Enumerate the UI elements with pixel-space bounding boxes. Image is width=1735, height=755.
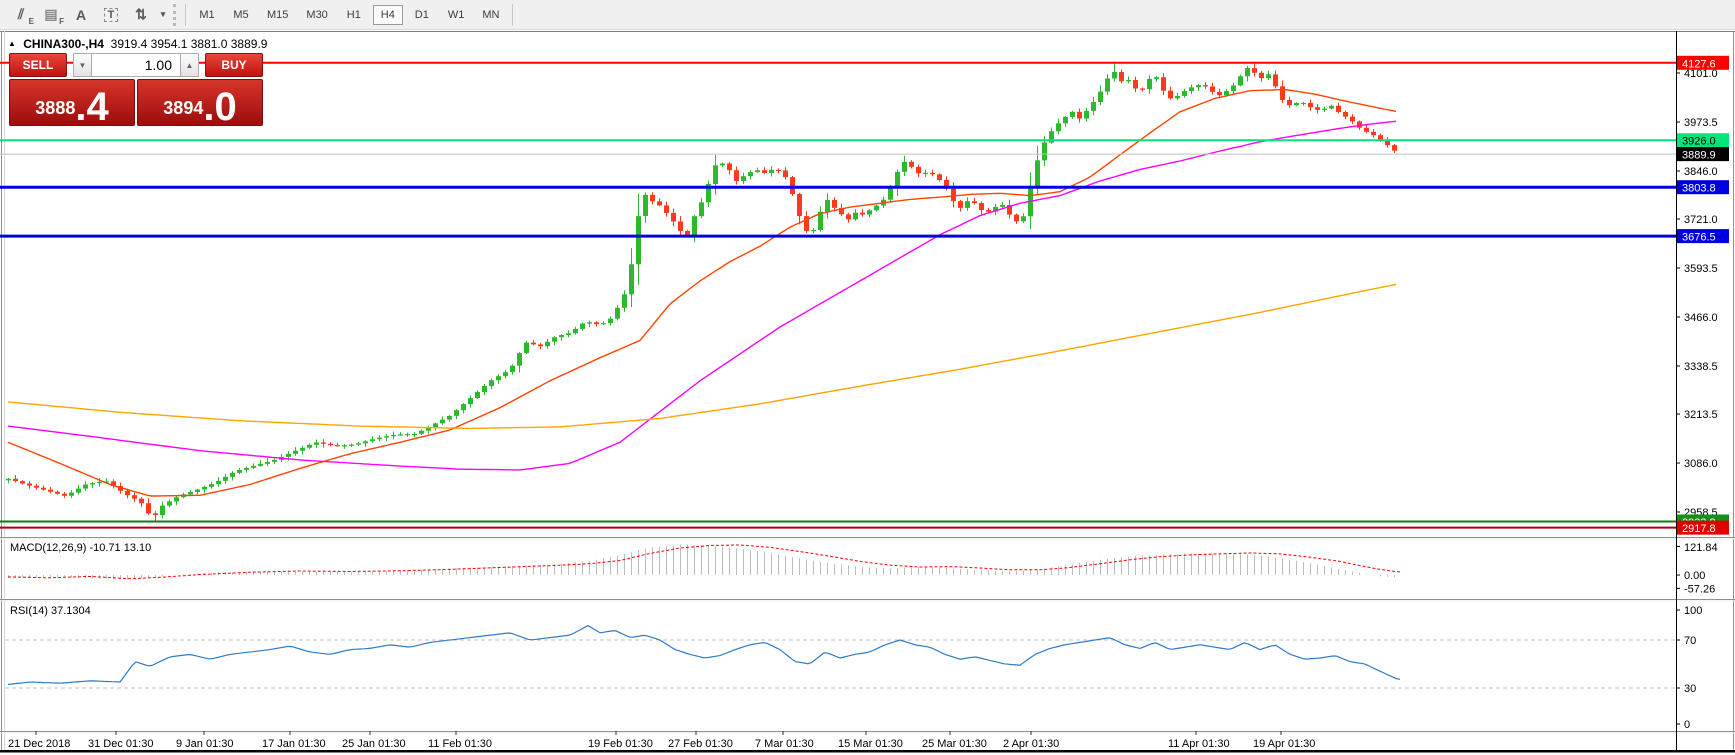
toolbar-separator-2 — [512, 3, 514, 26]
indicator-axes: 121.84 0.00-57.26 100 70 30 0 — [1676, 542, 1718, 731]
timeframe-button-M30[interactable]: M30 — [306, 8, 328, 21]
cycle-arrows-icon[interactable]: ⇅ — [135, 6, 147, 22]
text-label-icon[interactable]: A — [75, 6, 87, 23]
toolbar: ⫽ E ▤ F A T ⇅ ▾ M1 M5 M15 M30 H1 H4 D1 W1 MN — [0, 0, 1735, 30]
svg-text:-57.26: -57.26 — [1684, 583, 1715, 595]
price-badge-2917.8 — [1677, 520, 1729, 535]
price-badge-3926.0 — [1677, 133, 1729, 148]
svg-text:2 Apr 01:30: 2 Apr 01:30 — [1003, 738, 1059, 750]
svg-text:100: 100 — [1684, 605, 1702, 617]
svg-text:3889.9: 3889.9 — [1682, 150, 1716, 162]
macd-signal-line — [7, 544, 1401, 580]
svg-text:121.84: 121.84 — [1684, 542, 1718, 554]
buy-price-small: 3894 — [163, 98, 204, 118]
symbol-timeframe: CHINA300-,H4 — [23, 37, 104, 51]
sell-price-small: 3888 — [35, 98, 76, 118]
time-axis: 21 Dec 2018 31 Dec 01:30 9 Jan 01:30 17 Jan… — [8, 731, 1315, 750]
svg-text:25 Mar 01:30: 25 Mar 01:30 — [922, 738, 987, 750]
svg-text:25 Jan 01:30: 25 Jan 01:30 — [342, 738, 406, 750]
svg-text:15 Mar 01:30: 15 Mar 01:30 — [838, 738, 903, 750]
svg-text:27 Feb 01:30: 27 Feb 01:30 — [668, 738, 733, 750]
fibonacci-grid-icon[interactable]: ▤ F — [44, 6, 64, 26]
volume-input[interactable]: 1.00 — [92, 53, 180, 77]
svg-text:3721.0: 3721.0 — [1684, 214, 1718, 226]
macd-label: MACD(12,26,9) -10.71 13.10 — [10, 542, 151, 554]
collapse-arrow-icon[interactable]: ▲ — [8, 39, 16, 48]
ma-slow — [7, 283, 1397, 430]
svg-text:3593.5: 3593.5 — [1684, 263, 1718, 275]
price-badge-3676.5 — [1677, 229, 1729, 244]
svg-text:2917.8: 2917.8 — [1682, 523, 1716, 535]
toolbar-grip[interactable] — [173, 3, 178, 26]
svg-text:19 Feb 01:30: 19 Feb 01:30 — [588, 738, 653, 750]
svg-text:3086.0: 3086.0 — [1684, 458, 1718, 470]
candlestick-series — [6, 62, 1397, 522]
svg-text:4127.6: 4127.6 — [1682, 58, 1716, 70]
main-price-panel — [0, 61, 1676, 529]
svg-text:0: 0 — [1684, 719, 1690, 731]
chart-title: ▲ CHINA300-,H4 3919.4 3954.1 3881.0 3889… — [8, 37, 267, 51]
volume-decrease-button[interactable]: ▼ — [73, 53, 92, 77]
svg-text:3466.0: 3466.0 — [1684, 312, 1718, 324]
sell-button[interactable]: SELL — [9, 53, 67, 77]
svg-text:17 Jan 01:30: 17 Jan 01:30 — [262, 738, 326, 750]
ma-fast — [7, 88, 1397, 497]
timeframe-group: M1 M5 M15 M30 H1 H4 D1 W1 MN — [190, 4, 508, 25]
rsi-line — [7, 624, 1401, 685]
timeframe-button-M5[interactable]: M5 — [233, 8, 249, 21]
timeframe-button-M1[interactable]: M1 — [199, 8, 215, 21]
buy-button[interactable]: BUY — [205, 53, 263, 77]
svg-text:3676.5: 3676.5 — [1682, 232, 1716, 244]
timeframe-button-H1[interactable]: H1 — [346, 8, 361, 21]
timeframe-button-W1[interactable]: W1 — [447, 8, 465, 21]
svg-text:3846.0: 3846.0 — [1684, 166, 1718, 178]
dropdown-caret-icon[interactable]: ▾ — [160, 9, 166, 19]
timeframe-button-MN[interactable]: MN — [482, 8, 500, 21]
svg-text:31 Dec 01:30: 31 Dec 01:30 — [88, 738, 153, 750]
rsi-label: RSI(14) 37.1304 — [10, 605, 91, 617]
rsi-panel — [5, 624, 1676, 689]
svg-text:3973.5: 3973.5 — [1684, 117, 1718, 129]
timeframe-button-M15[interactable]: M15 — [267, 8, 289, 21]
text-box-icon[interactable]: T — [96, 3, 126, 27]
svg-text:11 Apr 01:30: 11 Apr 01:30 — [1168, 738, 1230, 750]
svg-text:21 Dec 2018: 21 Dec 2018 — [8, 738, 70, 750]
svg-text:4101.0: 4101.0 — [1684, 68, 1718, 80]
svg-text:11 Feb 01:30: 11 Feb 01:30 — [428, 738, 492, 750]
ma-mid — [7, 120, 1397, 471]
svg-text:19 Apr 01:30: 19 Apr 01:30 — [1253, 738, 1315, 750]
one-click-trading-panel: SELL ▼ 1.00 ▲ BUY 3888 .4 3894 .0 — [9, 53, 265, 126]
sell-price-big: .4 — [75, 85, 109, 126]
price-axis: 4101.0 3973.5 3846.0 3721.0 3593.5 3466.0 3338… — [1676, 55, 1729, 535]
price-badge-3803.8 — [1677, 180, 1729, 195]
equidistant-channel-icon[interactable]: ⫽ E — [17, 6, 34, 26]
timeframe-button-D1[interactable]: D1 — [414, 8, 429, 21]
svg-text:3338.5: 3338.5 — [1684, 361, 1718, 373]
svg-text:3213.5: 3213.5 — [1684, 409, 1718, 421]
buy-price-button[interactable]: 3894 .0 — [137, 79, 263, 126]
ohlc-readout: 3919.4 3954.1 3881.0 3889.9 — [110, 37, 268, 51]
sell-price-button[interactable]: 3888 .4 — [9, 79, 135, 126]
svg-text:9 Jan 01:30: 9 Jan 01:30 — [176, 738, 234, 750]
timeframe-button-H4[interactable]: H4 — [372, 4, 403, 25]
price-badge-4127.6 — [1677, 55, 1729, 70]
svg-text:3926.0: 3926.0 — [1682, 136, 1716, 148]
price-chart[interactable]: 4101.0 3973.5 3846.0 3721.0 3593.5 3466.0 3338… — [0, 31, 1735, 755]
toolbar-separator — [185, 3, 186, 26]
chart-window: 4101.0 3973.5 3846.0 3721.0 3593.5 3466.0 3338… — [0, 31, 1735, 755]
svg-text:70: 70 — [1684, 635, 1696, 647]
volume-increase-button[interactable]: ▲ — [180, 53, 199, 77]
svg-text:0.00: 0.00 — [1684, 570, 1705, 582]
buy-price-big: .0 — [203, 85, 237, 126]
svg-text:7 Mar 01:30: 7 Mar 01:30 — [755, 738, 814, 750]
price-badge-3889.9 — [1677, 147, 1729, 162]
svg-text:3803.8: 3803.8 — [1682, 183, 1716, 195]
svg-text:30: 30 — [1684, 683, 1696, 695]
macd-panel — [7, 544, 1401, 580]
